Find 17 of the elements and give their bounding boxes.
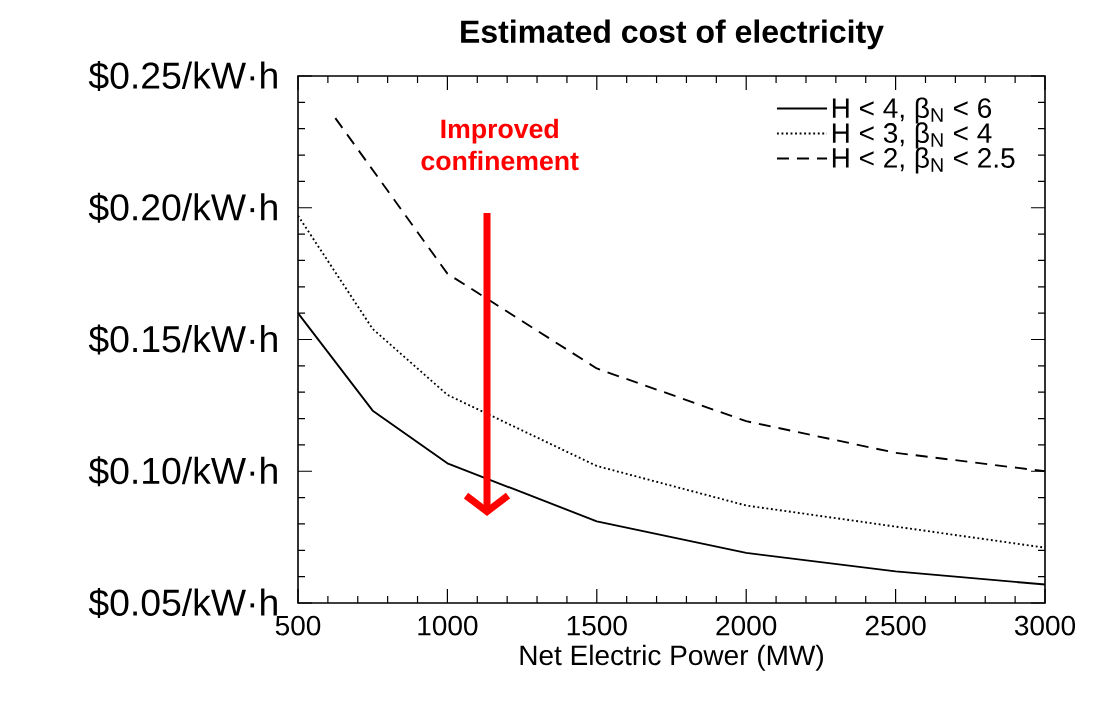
y-tick-label: $0.25/kW·h (88, 60, 277, 92)
legend-label: H < 4, β$_{N}$ < 6 (832, 97, 992, 124)
x-tick-label: 3000 (1014, 615, 1076, 636)
x-axis-title: Net Electric Power (MW) (520, 644, 823, 671)
y-tick-label: $0.15/kW·h (88, 324, 277, 355)
y-tick-label: $0.20/kW·h (88, 192, 277, 223)
x-tick-label: 1500 (567, 615, 627, 636)
annotation: Improved confinement (421, 118, 579, 171)
x-tick-label: 2000 (716, 615, 777, 636)
legend-label: H < 3, β$_{N}$ < 4 (832, 122, 992, 149)
x-tick-label: 500 (275, 615, 321, 636)
x-tick-label: 2500 (865, 615, 926, 636)
x-tick-label: 1000 (418, 615, 478, 636)
y-tick-label: $0.10/kW·h (88, 456, 277, 487)
y-tick-label: $0.05/kW·h (88, 587, 277, 619)
legend-label: H < 2, β$_{N}$ < 2.5 (832, 147, 1015, 174)
chart-title: Estimated cost of electricity (461, 19, 884, 50)
